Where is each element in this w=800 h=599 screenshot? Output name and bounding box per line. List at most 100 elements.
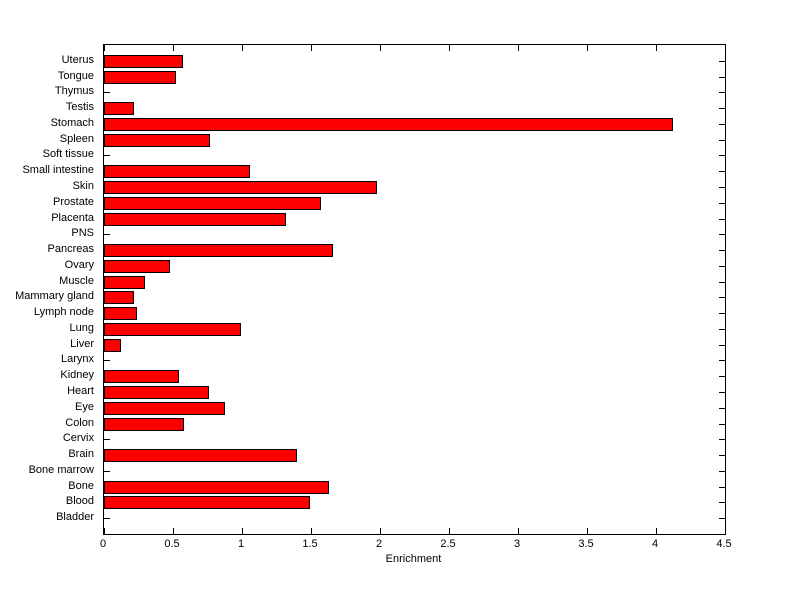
y-axis-label: Stomach <box>50 117 94 129</box>
y-axis-label: Heart <box>67 385 94 397</box>
x-axis-tick <box>311 45 312 51</box>
y-axis-label: Spleen <box>59 133 94 145</box>
y-axis-tick <box>719 439 725 440</box>
y-axis-tick <box>719 250 725 251</box>
x-axis-tick <box>656 45 657 51</box>
y-axis-tick <box>104 234 110 235</box>
y-axis-label: Placenta <box>51 212 94 224</box>
x-axis-tick <box>242 528 243 534</box>
y-axis-label: PNS <box>71 227 94 239</box>
y-axis-tick <box>719 408 725 409</box>
plot-area <box>103 44 726 535</box>
bar <box>104 71 176 84</box>
y-axis-label: Mammary gland <box>15 290 94 302</box>
y-axis-tick <box>719 360 725 361</box>
bar <box>104 244 333 257</box>
bar <box>104 339 121 352</box>
bar <box>104 102 134 115</box>
y-axis-tick <box>719 329 725 330</box>
y-axis-tick <box>719 518 725 519</box>
bar <box>104 276 145 289</box>
y-axis-tick <box>719 313 725 314</box>
x-axis-tick-label: 1.5 <box>302 538 318 550</box>
bar <box>104 370 179 383</box>
y-axis-tick <box>104 155 110 156</box>
x-axis-tick-label: 2 <box>375 538 383 550</box>
y-axis-label: Blood <box>65 495 94 507</box>
x-axis-tick <box>104 45 105 51</box>
y-axis-tick <box>719 108 725 109</box>
y-axis-tick <box>719 345 725 346</box>
bar <box>104 197 321 210</box>
y-axis-tick <box>104 439 110 440</box>
bar <box>104 118 673 131</box>
x-axis-tick-label: 4 <box>651 538 659 550</box>
x-axis-tick-label: 0 <box>99 538 107 550</box>
y-axis-tick <box>104 360 110 361</box>
bar <box>104 402 225 415</box>
x-axis-tick-label: 1 <box>237 538 245 550</box>
x-axis-tick <box>518 45 519 51</box>
x-axis-tick-label: 2.5 <box>440 538 456 550</box>
bar <box>104 181 377 194</box>
y-axis-tick <box>719 297 725 298</box>
y-axis-tick <box>719 392 725 393</box>
y-axis-tick <box>719 92 725 93</box>
x-axis-tick-label: 3.5 <box>578 538 594 550</box>
y-axis-tick <box>719 455 725 456</box>
x-axis-tick <box>656 528 657 534</box>
x-axis-title: Enrichment <box>385 553 442 565</box>
y-axis-label: Larynx <box>60 353 94 365</box>
y-axis-label: Lung <box>69 322 94 334</box>
y-axis-label: Brain <box>68 448 94 460</box>
y-axis-label: Bone marrow <box>28 464 94 476</box>
y-axis-tick <box>719 502 725 503</box>
y-axis-label: Bladder <box>56 511 94 523</box>
x-axis-tick <box>380 528 381 534</box>
y-axis-tick <box>719 155 725 156</box>
y-axis-tick <box>719 61 725 62</box>
bar <box>104 481 329 494</box>
y-axis-label: Kidney <box>60 369 94 381</box>
y-axis-label: Lymph node <box>33 306 94 318</box>
bar <box>104 323 241 336</box>
y-axis-tick <box>719 203 725 204</box>
bar <box>104 449 297 462</box>
y-axis-label: Bone <box>68 480 94 492</box>
y-axis-label: Ovary <box>64 259 94 271</box>
bar <box>104 418 184 431</box>
bar <box>104 134 210 147</box>
y-axis-tick <box>719 124 725 125</box>
y-axis-tick <box>719 471 725 472</box>
y-axis-tick <box>719 282 725 283</box>
y-axis-label: Liver <box>70 338 94 350</box>
x-axis-tick-label: 4.5 <box>716 538 732 550</box>
y-axis-labels: Uterus Tongue Thymus Testis Stomach Spleen Sof… <box>0 44 98 533</box>
bar <box>104 165 250 178</box>
y-axis-label: Testis <box>65 101 94 113</box>
y-axis-label: Uterus <box>61 54 94 66</box>
y-axis-tick <box>719 266 725 267</box>
bar <box>104 55 183 68</box>
x-axis-tick <box>587 45 588 51</box>
x-axis-tick-labels: 0 0.5 1 1.5 2 2.5 3 3.5 4 4.5 <box>99 538 732 552</box>
y-axis-label: Thymus <box>54 85 94 97</box>
bar <box>104 260 170 273</box>
x-axis-tick <box>104 528 105 534</box>
bar <box>104 307 137 320</box>
y-axis-label: Cervix <box>62 432 94 444</box>
y-axis-tick <box>719 234 725 235</box>
y-axis-label: Skin <box>72 180 94 192</box>
y-axis-tick <box>104 92 110 93</box>
y-axis-tick <box>104 471 110 472</box>
x-axis-tick <box>311 528 312 534</box>
y-axis-tick <box>719 171 725 172</box>
x-axis-tick <box>173 528 174 534</box>
y-axis-tick <box>719 77 725 78</box>
y-axis-label: Soft tissue <box>42 148 94 160</box>
x-axis-tick <box>449 45 450 51</box>
x-axis-tick <box>380 45 381 51</box>
y-axis-label: Colon <box>65 417 94 429</box>
y-axis-label: Tongue <box>57 70 94 82</box>
x-axis-tick-label: 0.5 <box>164 538 180 550</box>
